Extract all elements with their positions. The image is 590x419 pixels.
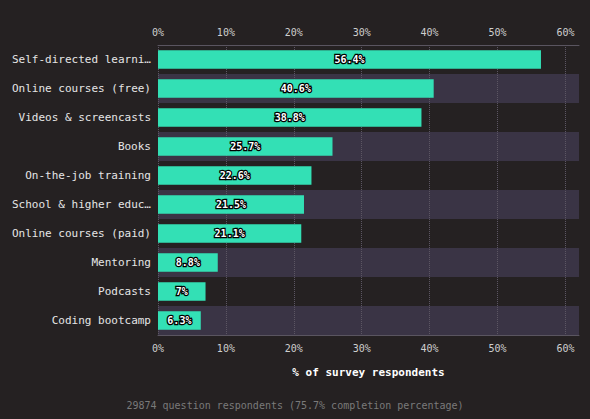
svg-text:10%: 10% <box>217 343 235 354</box>
svg-text:40%: 40% <box>421 27 439 38</box>
svg-text:56.4%: 56.4% <box>334 54 364 65</box>
svg-text:30%: 30% <box>353 27 371 38</box>
svg-text:Coding bootcamp: Coding bootcamp <box>52 314 151 327</box>
svg-text:38.8%: 38.8% <box>275 112 305 123</box>
svg-text:50%: 50% <box>488 27 506 38</box>
svg-text:% of survey respondents: % of survey respondents <box>292 366 444 379</box>
svg-text:60%: 60% <box>556 343 574 354</box>
svg-text:On-the-job training: On-the-job training <box>25 169 151 182</box>
svg-text:Online courses (free): Online courses (free) <box>12 82 151 95</box>
svg-text:20%: 20% <box>285 27 303 38</box>
svg-text:6.3%: 6.3% <box>167 315 191 326</box>
svg-text:Podcasts: Podcasts <box>98 285 151 298</box>
svg-text:0%: 0% <box>152 27 164 38</box>
svg-text:30%: 30% <box>353 343 371 354</box>
svg-text:21.1%: 21.1% <box>215 228 245 239</box>
svg-text:7%: 7% <box>176 286 188 297</box>
svg-text:Videos & screencasts: Videos & screencasts <box>19 111 151 124</box>
svg-text:20%: 20% <box>285 343 303 354</box>
svg-text:Books: Books <box>118 140 151 153</box>
svg-text:50%: 50% <box>488 343 506 354</box>
svg-text:8.8%: 8.8% <box>176 257 200 268</box>
svg-text:21.5%: 21.5% <box>216 199 246 210</box>
svg-text:40%: 40% <box>421 343 439 354</box>
svg-text:0%: 0% <box>152 343 164 354</box>
svg-text:40.6%: 40.6% <box>281 83 311 94</box>
svg-text:10%: 10% <box>217 27 235 38</box>
svg-text:22.6%: 22.6% <box>220 170 250 181</box>
svg-text:60%: 60% <box>556 27 574 38</box>
svg-text:School & higher educ…: School & higher educ… <box>12 198 151 211</box>
svg-text:29874 question respondents (75: 29874 question respondents (75.7% comple… <box>126 400 463 411</box>
svg-text:Online courses (paid): Online courses (paid) <box>12 227 151 240</box>
svg-text:Mentoring: Mentoring <box>91 256 151 269</box>
svg-text:Self-directed learni…: Self-directed learni… <box>12 53 151 66</box>
svg-text:25.7%: 25.7% <box>230 141 260 152</box>
